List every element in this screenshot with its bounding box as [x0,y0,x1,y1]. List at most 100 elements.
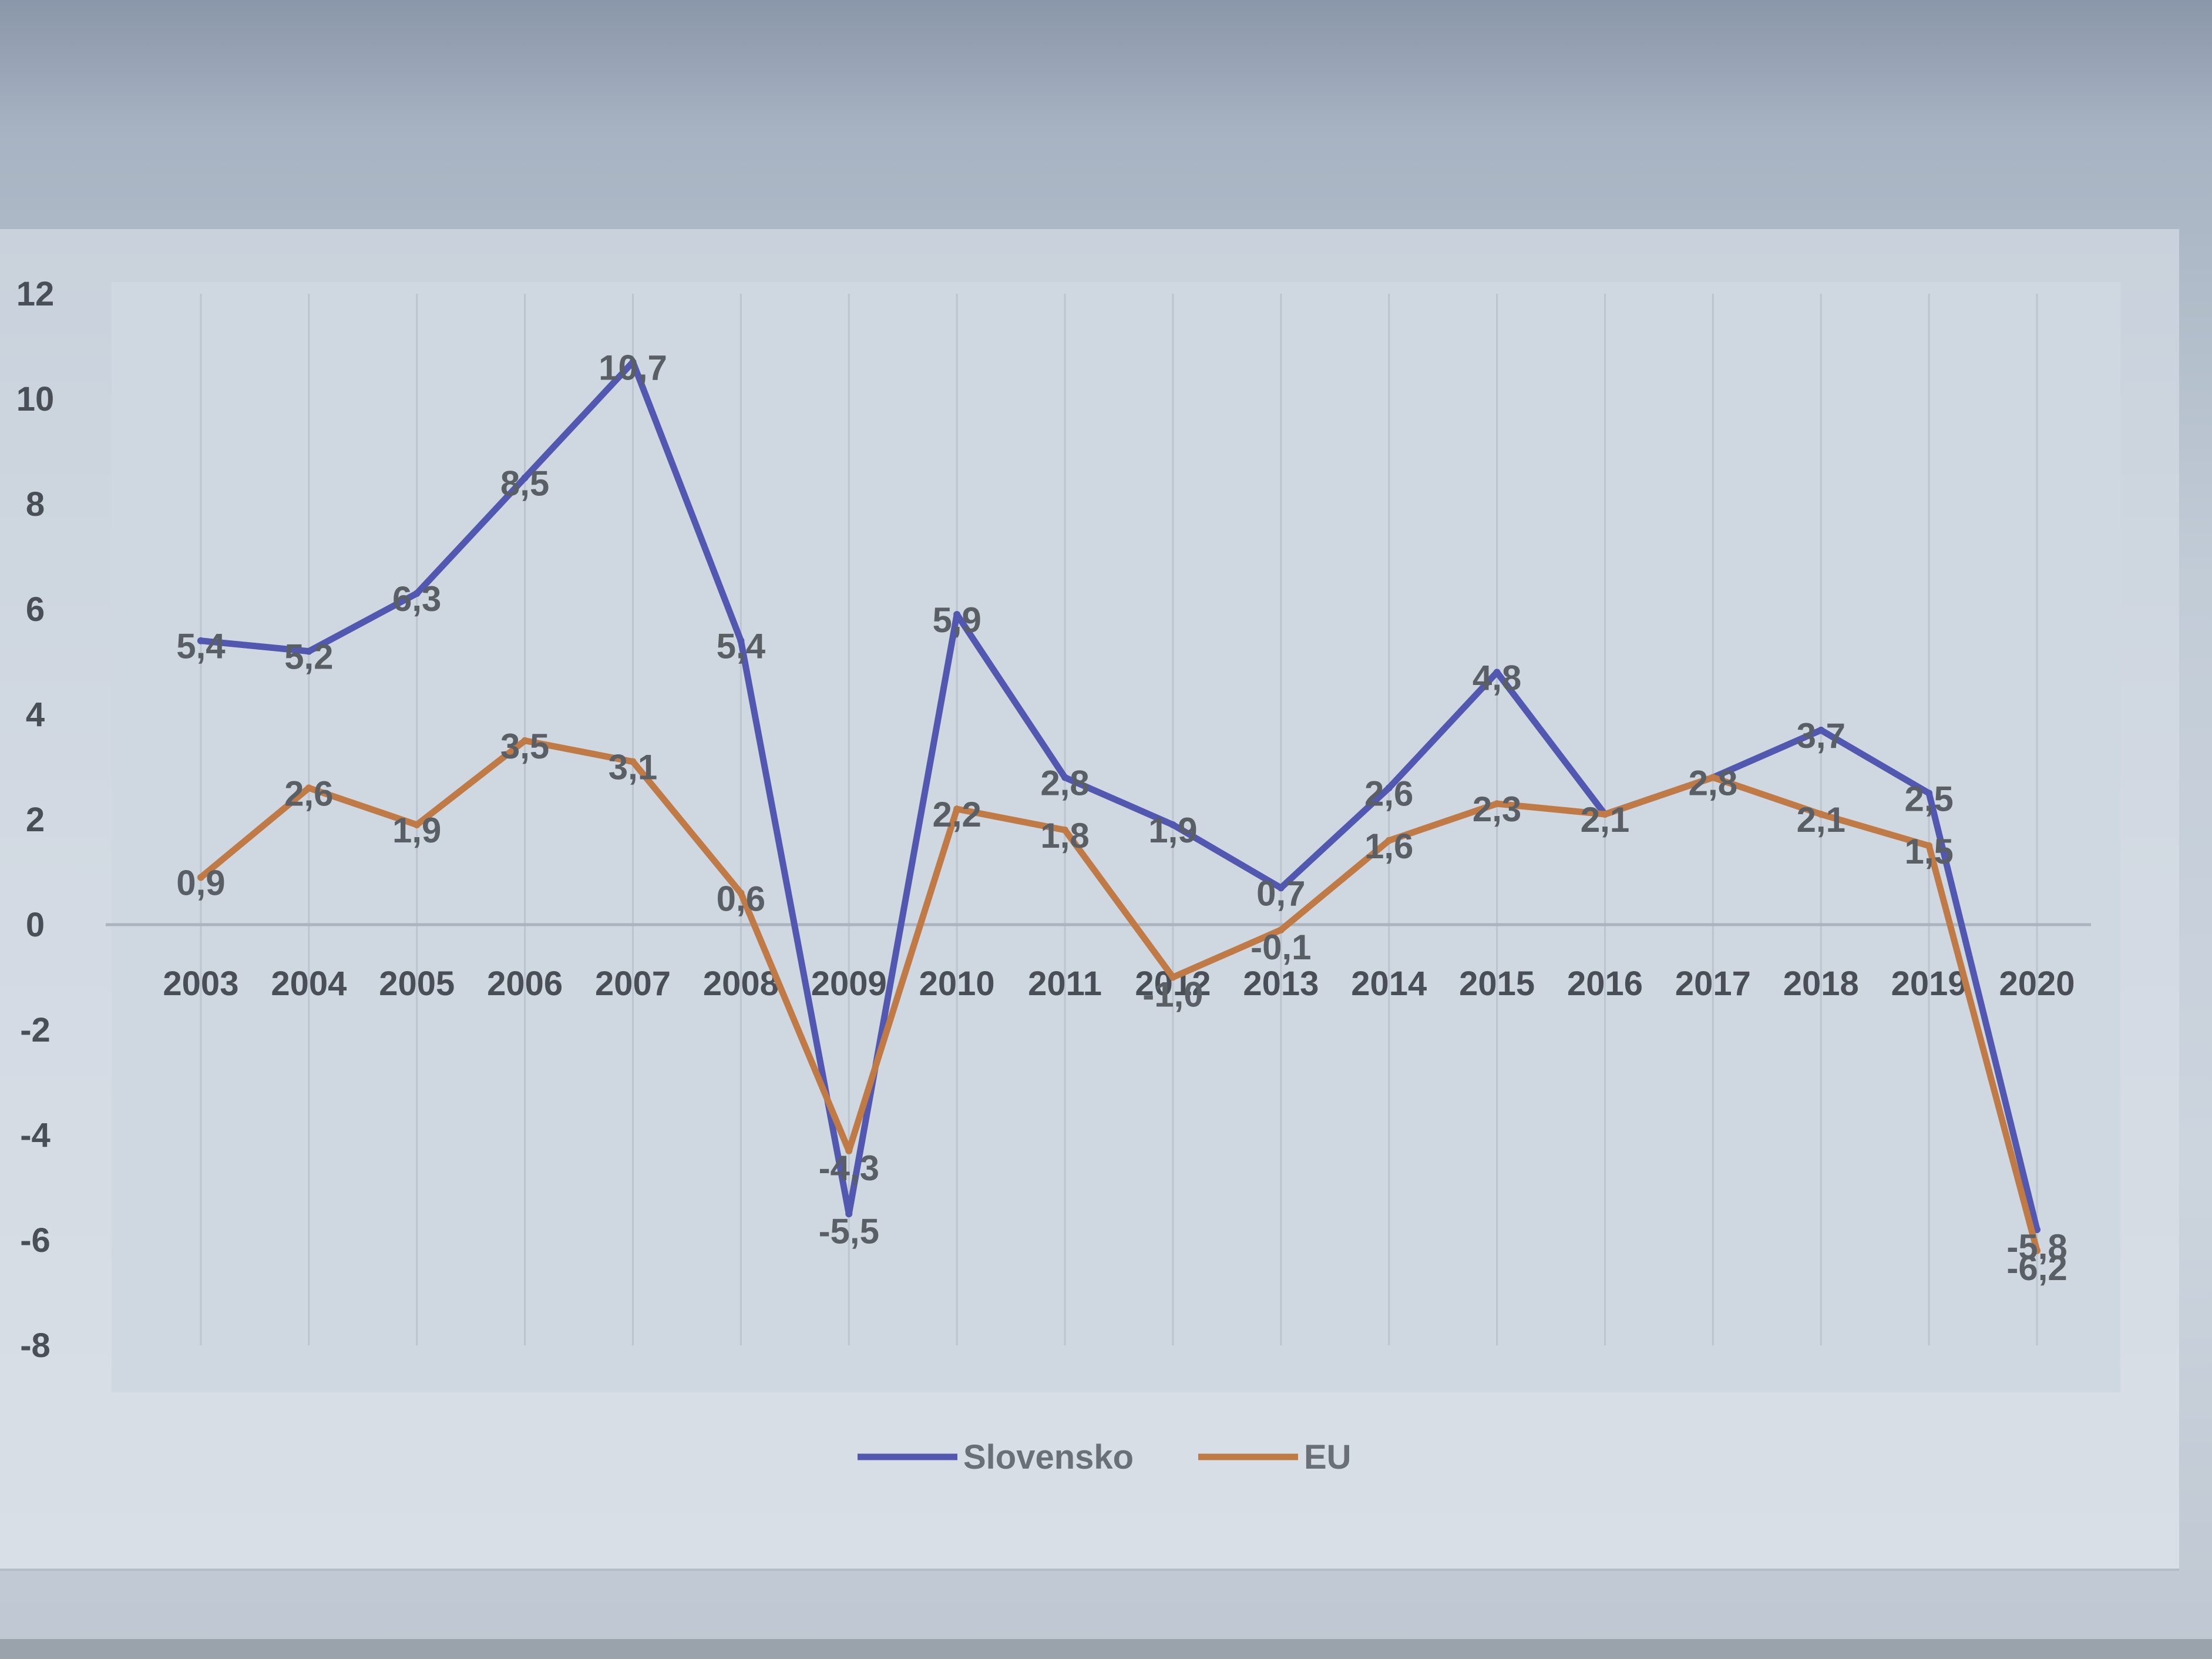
data-label-eu: 1,8 [1040,816,1089,855]
y-tick-label: 10 [16,380,55,418]
data-point-eu [1817,811,1825,818]
data-point-eu [1601,811,1609,818]
data-label-slovensko: 8,5 [500,464,549,503]
data-label-slovensko: 4,8 [1473,658,1521,697]
data-label-slovensko: 2,8 [1689,763,1737,802]
data-label-eu: 0,9 [176,863,225,902]
data-point-slovensko [1925,790,1933,797]
grid-lines [200,294,2038,1345]
data-point-slovensko [1817,726,1825,734]
data-label-eu: 2,6 [284,774,333,813]
data-point-eu [521,737,529,744]
data-label-slovensko: 2,1 [1581,800,1629,839]
data-point-eu [305,784,312,792]
x-tick-label: 2015 [1459,965,1535,1003]
data-point-slovensko [305,647,312,655]
data-label-slovensko: 2,6 [1364,774,1413,813]
x-tick-label: 2005 [379,965,455,1003]
data-label-eu: 3,5 [500,727,549,766]
data-point-eu [2033,1247,2041,1254]
x-tick-label: 2020 [1999,965,2075,1003]
data-point-slovensko [521,474,529,482]
data-point-slovensko [737,637,745,644]
data-point-eu [953,805,961,813]
data-label-slovensko: 6,3 [392,579,441,619]
y-tick-label: -4 [20,1116,51,1154]
data-label-eu: -4,3 [819,1148,879,1188]
axes: 12 10 8 6 4 2 0 -2 -4 -6 -8 2003 2004 2005 2006 2007 200… [16,275,2091,1365]
data-label-slovensko: 0,7 [1256,874,1305,913]
y-tick-label: -8 [20,1326,51,1365]
x-tick-label: 2003 [163,965,238,1003]
series-lines [197,358,2041,1254]
data-label-eu: -6,2 [2006,1248,2067,1288]
data-point-slovensko [2033,1226,2041,1234]
data-point-slovensko [953,610,961,618]
legend-label-eu: EU [1304,1438,1352,1476]
data-label-slovensko: 5,9 [932,600,981,640]
data-point-slovensko [413,590,421,597]
series-line-eu [197,737,2040,1254]
data-point-eu [413,821,421,828]
data-label-slovensko: 10,7 [599,348,667,387]
data-point-eu [1493,800,1501,808]
data-point-slovensko [1385,784,1393,792]
legend-label-slovensko: Slovensko [963,1438,1134,1476]
x-tick-label: 2006 [487,965,563,1003]
series-line-slovensko [197,358,2040,1233]
x-tick-label: 2018 [1783,965,1859,1003]
data-label-eu: 0,6 [717,879,765,918]
x-tick-label: 2016 [1567,965,1643,1003]
data-point-slovensko [1277,884,1285,892]
data-label-eu: 3,1 [609,748,657,787]
data-label-eu: 2,1 [1797,800,1845,839]
data-label-slovensko: 5,4 [717,627,766,666]
x-tick-label: 2017 [1675,965,1751,1003]
data-point-eu [1925,842,1933,849]
x-tick-label: 2009 [811,965,887,1003]
y-tick-label: 6 [26,590,45,629]
data-label-slovensko: -5,5 [819,1211,879,1251]
data-point-eu [629,758,637,765]
y-tick-label: 4 [26,696,45,734]
data-point-eu [737,889,745,897]
data-point-eu [1385,837,1393,844]
presentation-slide: 12 10 8 6 4 2 0 -2 -4 -6 -8 2003 2004 2005 2006 2007 200… [0,229,2179,1571]
plot-area [112,282,2120,1392]
data-point-slovensko [1169,821,1176,828]
data-point-slovensko [197,637,204,644]
data-label-eu: 1,6 [1364,827,1413,866]
data-label-eu: 1,5 [1904,832,1953,871]
data-label-eu: -1,0 [1142,975,1203,1015]
y-tick-label: -6 [20,1221,51,1260]
x-tick-label: 2019 [1891,965,1967,1003]
x-tick-label: 2012 [1135,965,1211,1003]
x-tick-label: 2008 [703,965,779,1003]
data-point-eu [1709,774,1717,781]
y-tick-label: 8 [26,485,45,523]
y-tick-label: 2 [26,801,45,839]
data-point-slovensko [1061,774,1069,781]
data-label-slovensko: 5,2 [284,637,333,677]
data-label-slovensko: -5,8 [2006,1227,2067,1267]
data-label-eu: -0,1 [1250,928,1311,967]
x-tick-label: 2007 [595,965,671,1003]
data-label-eu: 2,1 [1581,800,1629,839]
data-label-eu: 2,3 [1473,790,1521,829]
data-point-eu [1277,926,1285,933]
data-point-eu [845,1147,853,1154]
x-tick-label: 2013 [1243,965,1319,1003]
x-tick-label: 2004 [271,965,347,1003]
y-tick-label: -2 [20,1011,51,1049]
data-label-eu: 2,8 [1689,763,1737,802]
x-tick-label: 2010 [919,965,995,1003]
data-point-slovensko [629,358,637,366]
x-tick-label: 2014 [1351,965,1427,1003]
data-labels: 5,4 5,2 6,3 8,5 10,7 5,4 -5,5 5,9 2,8 1,9 0,7 2,6 4,… [176,348,2068,1288]
data-label-eu: 1,9 [392,811,441,850]
y-tick-label: 0 [26,906,45,944]
data-label-slovensko: 2,5 [1904,779,1953,818]
data-point-eu [1169,973,1176,981]
data-label-slovensko: 1,9 [1148,811,1197,850]
data-point-slovensko [1493,669,1501,676]
